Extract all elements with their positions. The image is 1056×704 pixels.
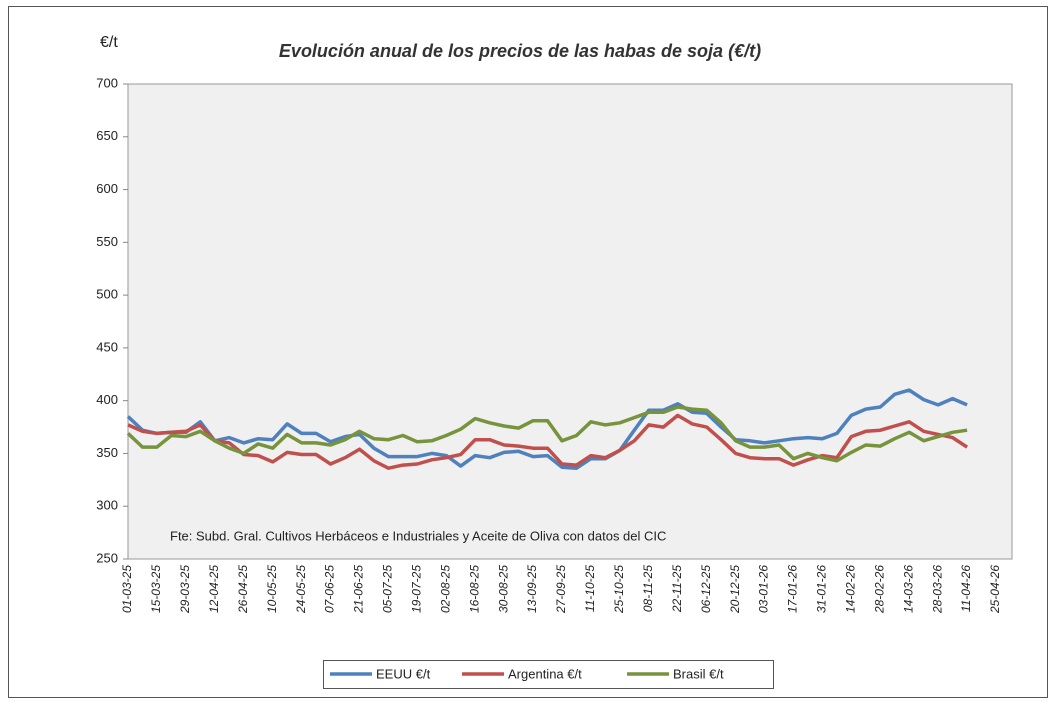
series-line bbox=[126, 405, 968, 463]
x-tick-label: 26-04-25 bbox=[236, 565, 250, 614]
x-tick-label: 02-08-25 bbox=[438, 565, 452, 613]
x-tick-label: 30-08-25 bbox=[496, 565, 510, 613]
series-line bbox=[126, 388, 968, 470]
x-tick-label: 05-07-25 bbox=[381, 565, 395, 613]
y-tick-label: 700 bbox=[96, 75, 118, 90]
x-tick-label: 19-07-25 bbox=[410, 565, 424, 613]
x-tick-label: 20-12-25 bbox=[728, 565, 742, 614]
x-tick-label: 11-04-26 bbox=[959, 565, 973, 612]
legend-label: Argentina €/t bbox=[508, 666, 582, 681]
x-tick-label: 07-06-25 bbox=[323, 565, 337, 613]
series-line bbox=[127, 413, 969, 470]
y-tick-label: 500 bbox=[96, 287, 118, 302]
x-tick-label: 21-06-25 bbox=[352, 565, 366, 614]
x-tick-label: 25-10-25 bbox=[612, 565, 626, 614]
x-tick-label: 11-10-25 bbox=[583, 565, 597, 612]
y-tick-label: 350 bbox=[96, 445, 118, 460]
x-tick-label: 13-09-25 bbox=[525, 565, 539, 613]
x-tick-label: 28-03-26 bbox=[930, 565, 944, 614]
x-tick-label: 31-01-26 bbox=[815, 565, 829, 613]
x-tick-label: 29-03-25 bbox=[178, 565, 192, 614]
x-tick-label: 16-08-25 bbox=[467, 565, 481, 613]
y-tick-label: 400 bbox=[96, 392, 118, 407]
legend-box bbox=[323, 660, 774, 689]
x-tick-label: 14-03-26 bbox=[901, 565, 915, 613]
x-tick-label: 10-05-25 bbox=[265, 565, 279, 613]
y-tick-label: 650 bbox=[96, 128, 118, 143]
x-tick-label: 25-04-26 bbox=[988, 565, 1002, 614]
chart-title: Evolución anual de los precios de las ha… bbox=[279, 41, 761, 61]
y-tick-label: 600 bbox=[96, 181, 118, 196]
x-tick-label: 24-05-25 bbox=[294, 565, 308, 614]
x-tick-label: 22-11-25 bbox=[670, 565, 684, 613]
y-tick-label: 250 bbox=[96, 550, 118, 565]
y-tick-label: 550 bbox=[96, 234, 118, 249]
x-tick-label: 17-01-26 bbox=[786, 565, 800, 613]
x-tick-label: 06-12-25 bbox=[699, 565, 713, 613]
x-tick-label: 27-09-25 bbox=[554, 565, 568, 614]
x-tick-label: 12-04-25 bbox=[207, 565, 221, 613]
x-tick-label: 28-02-26 bbox=[872, 565, 886, 614]
x-tick-label: 08-11-25 bbox=[641, 565, 655, 612]
legend-label: EEUU €/t bbox=[376, 666, 431, 681]
x-tick-label: 15-03-25 bbox=[149, 565, 163, 613]
y-tick-label: 450 bbox=[96, 339, 118, 354]
x-tick-label: 01-03-25 bbox=[120, 565, 134, 613]
x-tick-label: 14-02-26 bbox=[844, 565, 858, 613]
plot-area bbox=[127, 83, 1013, 560]
y-tick-label: 300 bbox=[96, 498, 118, 513]
annotation: Fte: Subd. Gral. Cultivos Herbáceos e In… bbox=[170, 528, 666, 543]
legend-label: Brasil €/t bbox=[673, 666, 724, 681]
y-axis-label: €/t bbox=[100, 34, 118, 51]
x-tick-label: 03-01-26 bbox=[757, 565, 771, 613]
